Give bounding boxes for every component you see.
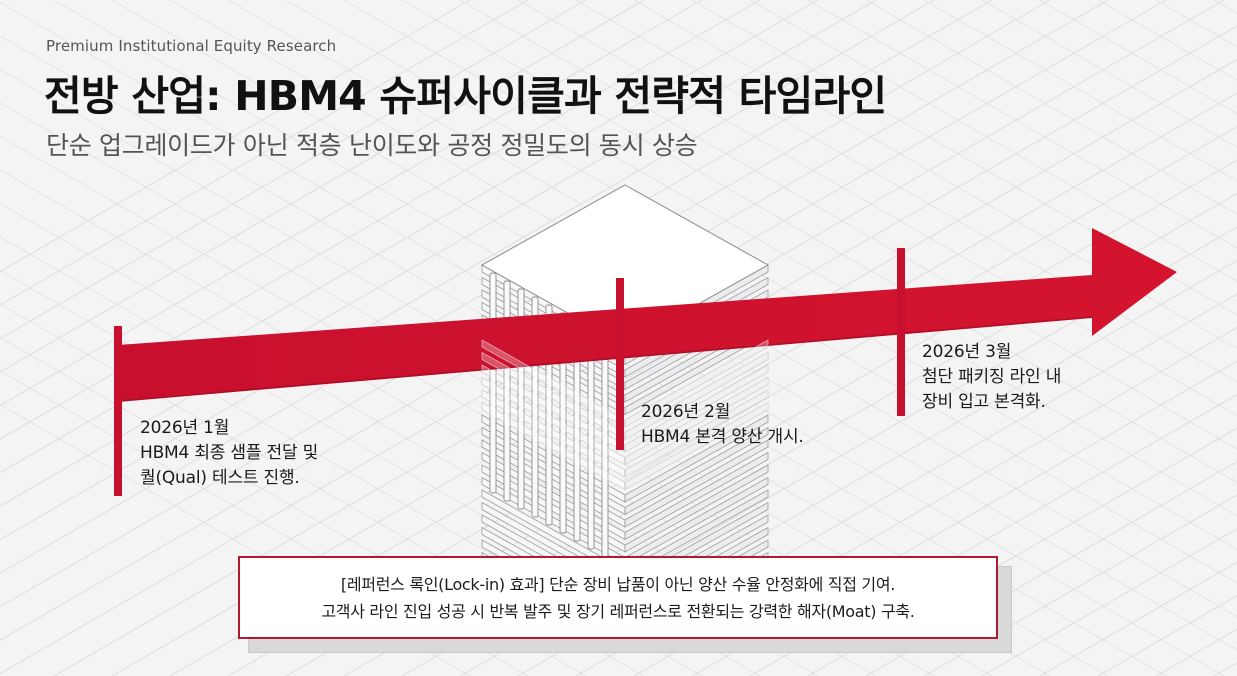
grid-line — [691, 0, 1237, 316]
stack-layer-right-face — [624, 426, 769, 516]
note-line-1: [레퍼런스 록인(Lock-in) 효과] 단순 장비 납품이 아닌 양산 수율… — [340, 575, 896, 594]
grid-line — [749, 0, 1237, 282]
grid-line — [401, 0, 1237, 484]
stack-layer-overlay — [481, 376, 769, 465]
grid-line — [285, 0, 1237, 551]
grid-line — [633, 0, 1237, 349]
stack-layer-right-face — [624, 464, 769, 553]
grid-line — [343, 0, 1237, 517]
milestone-3: 2026년 3월 첨단 패키징 라인 내 장비 입고 본격화. — [922, 340, 1061, 415]
stack-layer-overlay — [481, 401, 769, 490]
milestone-3-line-2: 장비 입고 본격화. — [922, 392, 1046, 412]
grid-line — [807, 0, 1237, 249]
milestone-2-line-1: HBM4 본격 양산 개시. — [641, 427, 804, 447]
stack-layer-right-face — [624, 414, 769, 503]
milestone-3-line-1: 첨단 패키징 라인 내 — [922, 367, 1062, 387]
grid-line — [517, 0, 1237, 416]
grid-line — [575, 0, 1237, 383]
stack-layer-right-face — [624, 439, 769, 528]
grid-line — [1039, 0, 1237, 115]
grid-line — [0, 0, 471, 273]
milestone-marker-3 — [897, 248, 905, 416]
milestone-2: 2026년 2월 HBM4 본격 양산 개시. — [641, 400, 804, 450]
timeline-arrow — [118, 228, 1177, 402]
milestone-marker-2 — [616, 278, 624, 450]
stack-layer-overlay — [481, 389, 769, 478]
grid-line — [981, 0, 1237, 148]
milestone-1: 2026년 1월 HBM4 최종 샘플 전달 및 퀄(Qual) 테스트 진행. — [140, 416, 318, 491]
grid-line — [923, 494, 1237, 676]
milestone-3-date: 2026년 3월 — [922, 342, 1012, 362]
stack-layer-right-face — [624, 451, 769, 541]
stack-layer-overlay — [481, 339, 769, 428]
grid-line — [807, 427, 1237, 676]
stack-layer-overlay — [481, 351, 769, 440]
milestone-1-line-2: 퀄(Qual) 테스트 진행. — [140, 468, 300, 488]
milestone-2-date: 2026년 2월 — [641, 402, 731, 422]
kicker-label: Premium Institutional Equity Research — [46, 37, 337, 55]
page-subtitle: 단순 업그레이드가 아닌 적층 난이도와 공정 정밀도의 동시 상승 — [46, 131, 698, 160]
grid-line — [865, 461, 1237, 676]
arrow-underside-highlight — [117, 316, 1093, 402]
milestone-1-date: 2026년 1월 — [140, 418, 230, 438]
milestone-1-line-1: HBM4 최종 샘플 전달 및 — [140, 443, 319, 463]
grid-line — [1039, 561, 1237, 676]
milestone-marker-1 — [114, 326, 122, 496]
grid-line — [0, 0, 529, 306]
grid-line — [981, 528, 1237, 676]
note-line-2: 고객사 라인 진입 성공 시 반복 발주 및 장기 레퍼런스로 전환되는 강력한… — [321, 602, 915, 621]
hbm-stack-front — [481, 339, 769, 490]
stack-layer-overlay — [481, 364, 769, 453]
page-title: 전방 산업: HBM4 슈퍼사이클과 전략적 타임라인 — [44, 72, 887, 120]
grid-line — [923, 0, 1237, 182]
lock-in-note-box: [레퍼런스 록인(Lock-in) 효과] 단순 장비 납품이 아닌 양산 수율… — [238, 556, 998, 639]
grid-line — [865, 0, 1237, 215]
grid-line — [459, 0, 1237, 450]
